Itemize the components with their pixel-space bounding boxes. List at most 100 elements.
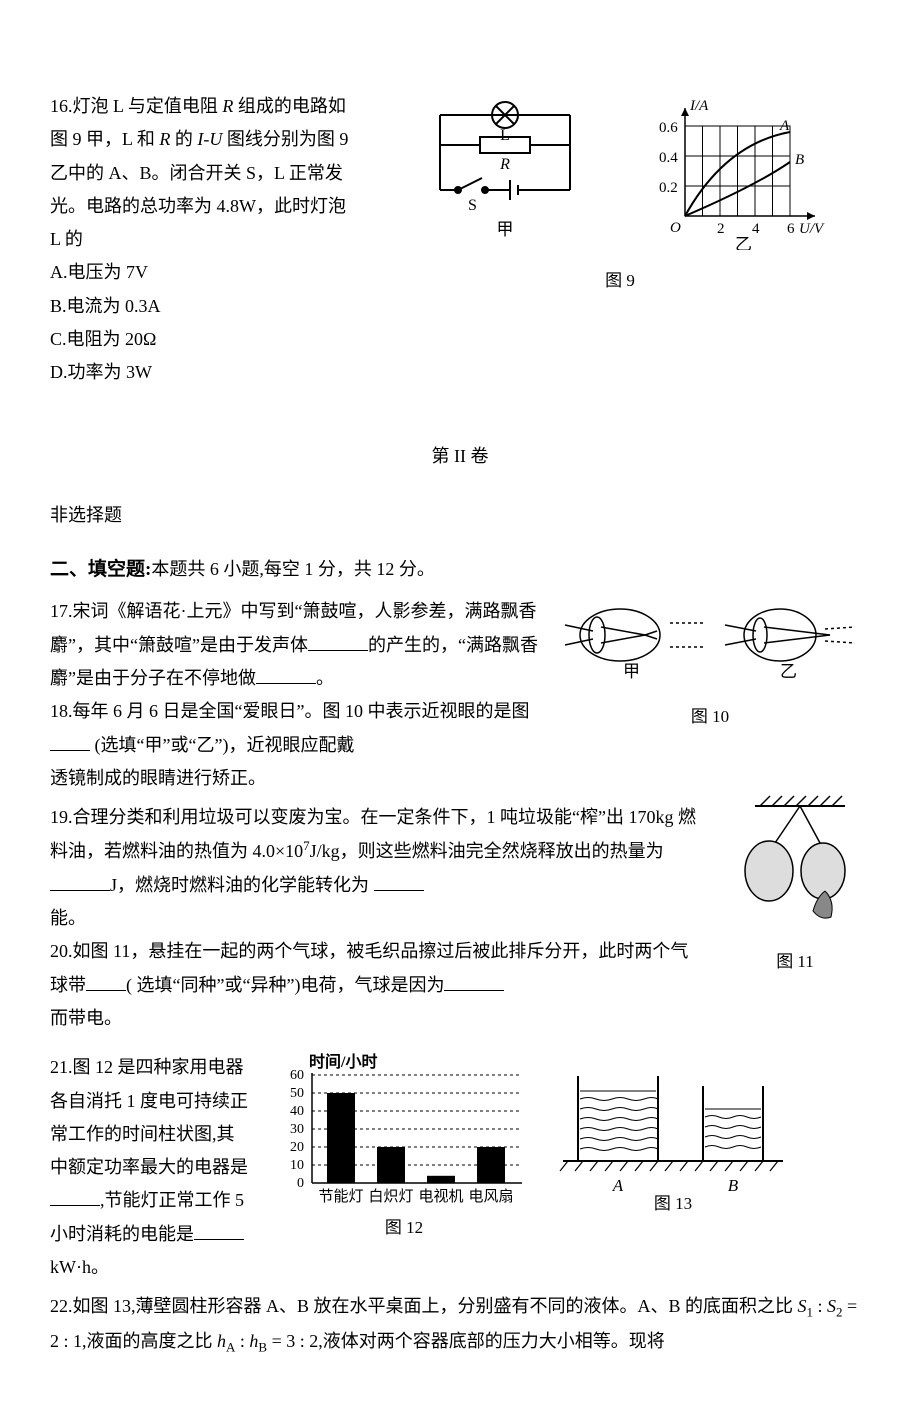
- graph-B: B: [795, 152, 804, 168]
- graph-xt6: 6: [787, 221, 795, 237]
- fig12-ylabel: 时间/小时: [309, 1052, 377, 1071]
- q22-c1: :: [813, 1296, 827, 1316]
- q22-S2: S: [827, 1296, 836, 1316]
- q22-subA: A: [226, 1340, 235, 1355]
- q17-t3: 。: [316, 668, 334, 688]
- q18-t2: (选填“甲”或“乙”)，近视眼应配戴: [90, 735, 354, 755]
- q17-blank1: [308, 633, 368, 651]
- q18-blank1: [50, 733, 90, 751]
- iv-graph-svg: I/A 0.6 0.4 0.2 O 2 4 6 U/V A B 乙: [630, 90, 830, 250]
- q21-blank1: [50, 1188, 100, 1206]
- sec2-sub: 本题共 6 小题,每空 1 分，共 12 分。: [151, 559, 435, 579]
- q19-t2: J/kg，则这些燃料油完全然烧释放出的热量为: [310, 841, 664, 861]
- fig9-caption: 图 9: [605, 265, 635, 296]
- graph-xt2: 2: [717, 221, 725, 237]
- q20-t2: ( 选填“同种”或“异种”)电荷，气球是因为: [126, 975, 444, 995]
- q16-R2: R: [159, 129, 170, 149]
- q16-fig-row: L R S 甲: [410, 90, 830, 261]
- fig12-svg: 时间/小时 0 10 20 30 40: [264, 1051, 544, 1241]
- q16-figures: L R S 甲: [370, 90, 870, 297]
- q21-text: 21.图 12 是四种家用电器各自消托 1 度电可持续正常工作的时间柱状图,其中…: [50, 1051, 250, 1284]
- q16-text-col: 16.灯泡 L 与定值电阻 R 组成的电路如图 9 甲，L 和 R 的 I-U …: [50, 90, 350, 390]
- svg-text:20: 20: [290, 1140, 304, 1155]
- question-17-18-block: 甲 乙 图 10 17.宋词《解语花·上元》中写到“箫鼓喧，人影参差，满路飘香麝…: [50, 595, 870, 795]
- q22-subB: B: [258, 1340, 267, 1355]
- fig11-svg: [725, 791, 865, 931]
- q16-stem3: 的: [170, 129, 197, 149]
- fig10-jia: 甲: [623, 662, 640, 681]
- q22-c2: :: [235, 1331, 249, 1351]
- q21-blank2: [194, 1222, 244, 1240]
- fig13-B: B: [728, 1176, 739, 1195]
- svg-text:0: 0: [297, 1176, 304, 1191]
- q18-t1: 18.每年 6 月 6 日是全国“爱眼日”。图 10 中表示近视眼的是图: [50, 701, 529, 721]
- circuit-S: S: [468, 197, 477, 214]
- fig10-label: 图 10: [550, 701, 870, 732]
- q16-optB: B.电流为 0.3A: [50, 290, 350, 323]
- q19-t3: J，燃烧时燃料油的化学能转化为: [110, 875, 374, 895]
- q22-hA: h: [217, 1331, 226, 1351]
- q16-IU: I-U: [197, 129, 222, 149]
- graph-xt4: 4: [752, 221, 760, 237]
- circuit-jia: 甲: [497, 220, 514, 239]
- graph-yi: 乙: [735, 235, 752, 250]
- graph-yt02: 0.2: [659, 180, 678, 196]
- q17-blank2: [256, 666, 316, 684]
- fig13-wrap: A B 图 13: [558, 1051, 788, 1222]
- fig10-svg: 甲 乙: [555, 595, 865, 685]
- graph-xlabel: U/V: [799, 221, 825, 237]
- svg-text:10: 10: [290, 1158, 304, 1173]
- fig13-label: 图 13: [654, 1194, 692, 1211]
- fig10-wrap: 甲 乙 图 10: [550, 595, 870, 732]
- non-mc-label: 非选择题: [50, 499, 870, 532]
- q20-blank1: [86, 973, 126, 991]
- q16-stem1: 16.灯泡 L 与定值电阻: [50, 96, 222, 116]
- fig11-wrap: 图 11: [720, 791, 870, 978]
- q19-t4: 能。: [50, 908, 86, 928]
- q19-blank2: [374, 873, 424, 891]
- circuit-svg: L R S 甲: [410, 90, 600, 240]
- svg-text:60: 60: [290, 1068, 304, 1083]
- q16-graph: I/A 0.6 0.4 0.2 O 2 4 6 U/V A B 乙: [630, 90, 830, 261]
- circuit-L: L: [500, 127, 510, 144]
- sec2-heading: 二、填空题:本题共 6 小题,每空 1 分，共 12 分。: [50, 552, 870, 587]
- svg-text:50: 50: [290, 1086, 304, 1101]
- fig12-chart: 时间/小时 0 10 20 30 40: [264, 1051, 544, 1252]
- fig13-svg: A B 图 13: [558, 1051, 788, 1211]
- question-22: 22.如图 13,薄壁圆柱形容器 A、B 放在水平桌面上，分别盛有不同的液体。A…: [50, 1290, 870, 1359]
- svg-text:电视机: 电视机: [418, 1188, 463, 1205]
- svg-text:节能灯: 节能灯: [318, 1188, 363, 1205]
- q20-blank2: [444, 973, 504, 991]
- fig10-yi: 乙: [780, 662, 797, 681]
- q22-hB: h: [249, 1331, 258, 1351]
- q19-blank1: [50, 873, 110, 891]
- question-21-row: 21.图 12 是四种家用电器各自消托 1 度电可持续正常工作的时间柱状图,其中…: [50, 1051, 870, 1284]
- q16-R1: R: [222, 96, 233, 116]
- q21-t1: 21.图 12 是四种家用电器各自消托 1 度电可持续正常工作的时间柱状图,其中…: [50, 1057, 248, 1177]
- q16-optA: A.电压为 7V: [50, 256, 350, 289]
- q20-t3: 而带电。: [50, 1008, 122, 1028]
- q22-t3: = 3 : 2,液体对两个容器底部的压力大小相等。现将: [267, 1331, 665, 1351]
- q22-S1: S: [798, 1296, 807, 1316]
- circuit-R: R: [499, 156, 510, 173]
- q16-optC: C.电阻为 20Ω: [50, 323, 350, 356]
- q18-t3: 透镜制成的眼睛进行矫正。: [50, 768, 266, 788]
- q16-circuit: L R S 甲: [410, 90, 600, 251]
- svg-text:30: 30: [290, 1122, 304, 1137]
- graph-yt04: 0.4: [659, 150, 678, 166]
- question-19-20-block: 图 11 19.合理分类和利用垃圾可以变废为宝。在一定条件下，1 吨垃圾能“榨”…: [50, 801, 870, 1035]
- fig13-A: A: [612, 1176, 624, 1195]
- graph-O: O: [670, 220, 681, 236]
- svg-text:白炽灯: 白炽灯: [368, 1188, 413, 1205]
- svg-text:电风扇: 电风扇: [468, 1188, 513, 1205]
- q21-t3: kW·h。: [50, 1257, 109, 1277]
- fig11-label: 图 11: [720, 946, 870, 977]
- graph-yt06: 0.6: [659, 120, 678, 136]
- q22-t1: 22.如图 13,薄壁圆柱形容器 A、B 放在水平桌面上，分别盛有不同的液体。A…: [50, 1296, 798, 1316]
- graph-A: A: [779, 118, 790, 134]
- sec2-title: 二、填空题:: [50, 559, 151, 580]
- part-ii-title: 第 II 卷: [50, 440, 870, 473]
- question-16: 16.灯泡 L 与定值电阻 R 组成的电路如图 9 甲，L 和 R 的 I-U …: [50, 90, 870, 390]
- fig12-label: 图 12: [385, 1218, 423, 1237]
- q16-optD: D.功率为 3W: [50, 356, 350, 389]
